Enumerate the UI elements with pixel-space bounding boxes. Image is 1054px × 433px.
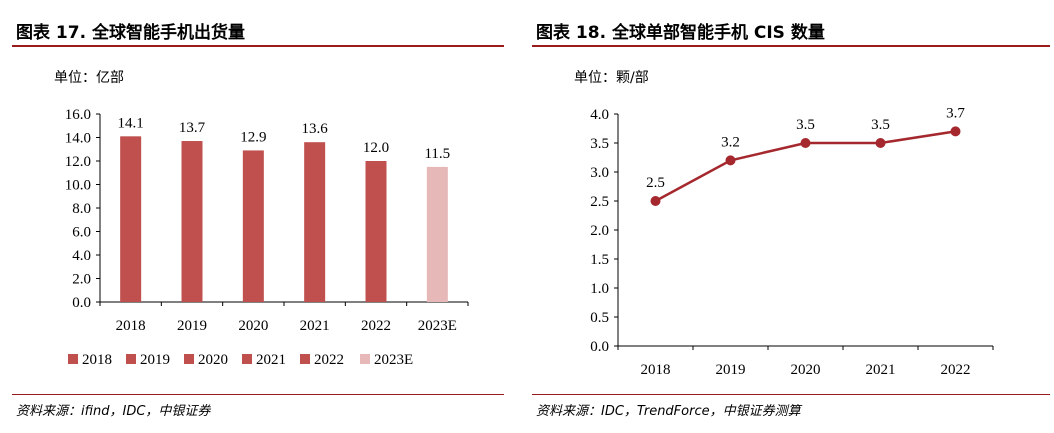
bar [365, 161, 387, 302]
legend-swatch [126, 354, 136, 364]
data-label: 3.2 [721, 134, 740, 150]
x-tick-label: 2018 [116, 318, 146, 334]
legend-swatch [242, 354, 252, 364]
figure-title: 图表 17. 全球智能手机出货量 [16, 23, 245, 43]
legend-swatch [300, 354, 310, 364]
x-tick-label: 2023E [418, 318, 457, 334]
source-divider [532, 394, 1050, 395]
legend-label: 2021 [256, 352, 286, 368]
data-point [725, 155, 736, 166]
legend-swatch [360, 354, 370, 364]
unit-label: 单位：颗/部 [574, 70, 649, 86]
y-tick-label: 6.0 [72, 225, 91, 241]
data-label: 3.7 [946, 105, 965, 121]
legend-label: 2018 [82, 352, 112, 368]
y-tick-label: 2.0 [72, 272, 91, 288]
legend-label: 2023E [374, 352, 413, 368]
x-tick-label: 2018 [641, 362, 671, 378]
data-label: 12.9 [240, 129, 266, 145]
title-divider [532, 45, 1050, 47]
y-tick-label: 3.0 [590, 165, 609, 181]
data-label: 12.0 [363, 140, 389, 156]
x-tick-label: 2022 [941, 362, 971, 378]
y-tick-label: 10.0 [65, 178, 91, 194]
title-divider [12, 45, 504, 47]
source-note: 资料来源：IDC，TrendForce，中银证券测算 [536, 404, 801, 419]
data-label: 13.7 [179, 120, 206, 136]
source-divider [12, 394, 504, 395]
x-tick-label: 2020 [791, 362, 821, 378]
data-point [800, 138, 811, 148]
chart-panel-cis: 图表 18. 全球单部智能手机 CIS 数量 单位：颗/部 0.0 0.5 1.0 1… [526, 0, 1054, 433]
y-tick-label: 0.0 [590, 339, 609, 355]
x-tick-label: 2022 [361, 318, 391, 334]
x-tick-label: 2019 [177, 318, 207, 334]
bar [120, 136, 142, 302]
data-point [950, 126, 961, 137]
y-tick-label: 0.0 [72, 295, 91, 311]
bar-chart: 0.0 2.0 4.0 6.0 8.0 10.0 12.0 14.0 16.0 14.1 2018 1… [65, 107, 469, 368]
legend-label: 2019 [140, 352, 170, 368]
y-tick-label: 8.0 [72, 201, 91, 217]
legend-swatch [184, 354, 194, 364]
data-point [650, 196, 661, 206]
bar [304, 142, 326, 302]
line-chart: 0.0 0.5 1.0 1.5 2.0 2.5 3.0 3.5 4.0 2.5 2018 3.2 201… [590, 105, 994, 378]
y-tick-label: 4.0 [590, 107, 609, 123]
x-tick-label: 2020 [238, 318, 268, 334]
data-label: 3.5 [796, 117, 815, 133]
legend-label: 2020 [198, 352, 228, 368]
data-label: 3.5 [871, 117, 890, 133]
data-label: 14.1 [118, 115, 144, 131]
data-point [875, 138, 886, 148]
y-tick-label: 2.0 [590, 223, 609, 239]
x-tick-label: 2021 [300, 318, 330, 334]
y-tick-label: 1.0 [590, 281, 609, 297]
unit-label: 单位：亿部 [54, 70, 124, 86]
legend-label: 2022 [314, 352, 344, 368]
data-label: 2.5 [646, 175, 665, 191]
y-tick-label: 16.0 [65, 107, 91, 123]
data-label: 13.6 [302, 121, 329, 137]
x-tick-label: 2021 [866, 362, 896, 378]
y-tick-label: 3.5 [590, 136, 609, 152]
bar [426, 166, 448, 302]
x-tick-label: 2019 [716, 362, 746, 378]
y-tick-label: 0.5 [590, 310, 609, 326]
y-tick-label: 2.5 [590, 194, 609, 210]
bar [181, 141, 203, 302]
chart-panel-shipments: 图表 17. 全球智能手机出货量 单位：亿部 0.0 2.0 4.0 6.0 8.0 10… [0, 0, 508, 433]
data-label: 11.5 [424, 146, 450, 162]
y-tick-label: 1.5 [590, 252, 609, 268]
y-tick-label: 4.0 [72, 248, 91, 264]
y-tick-label: 12.0 [65, 154, 91, 170]
figure-title: 图表 18. 全球单部智能手机 CIS 数量 [536, 23, 825, 43]
y-tick-label: 14.0 [65, 131, 91, 147]
bar [242, 150, 264, 302]
source-note: 资料来源：ifind，IDC，中银证券 [16, 404, 211, 419]
legend-swatch [68, 354, 78, 364]
